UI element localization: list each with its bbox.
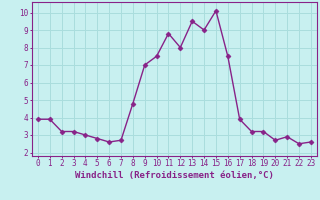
X-axis label: Windchill (Refroidissement éolien,°C): Windchill (Refroidissement éolien,°C) <box>75 171 274 180</box>
